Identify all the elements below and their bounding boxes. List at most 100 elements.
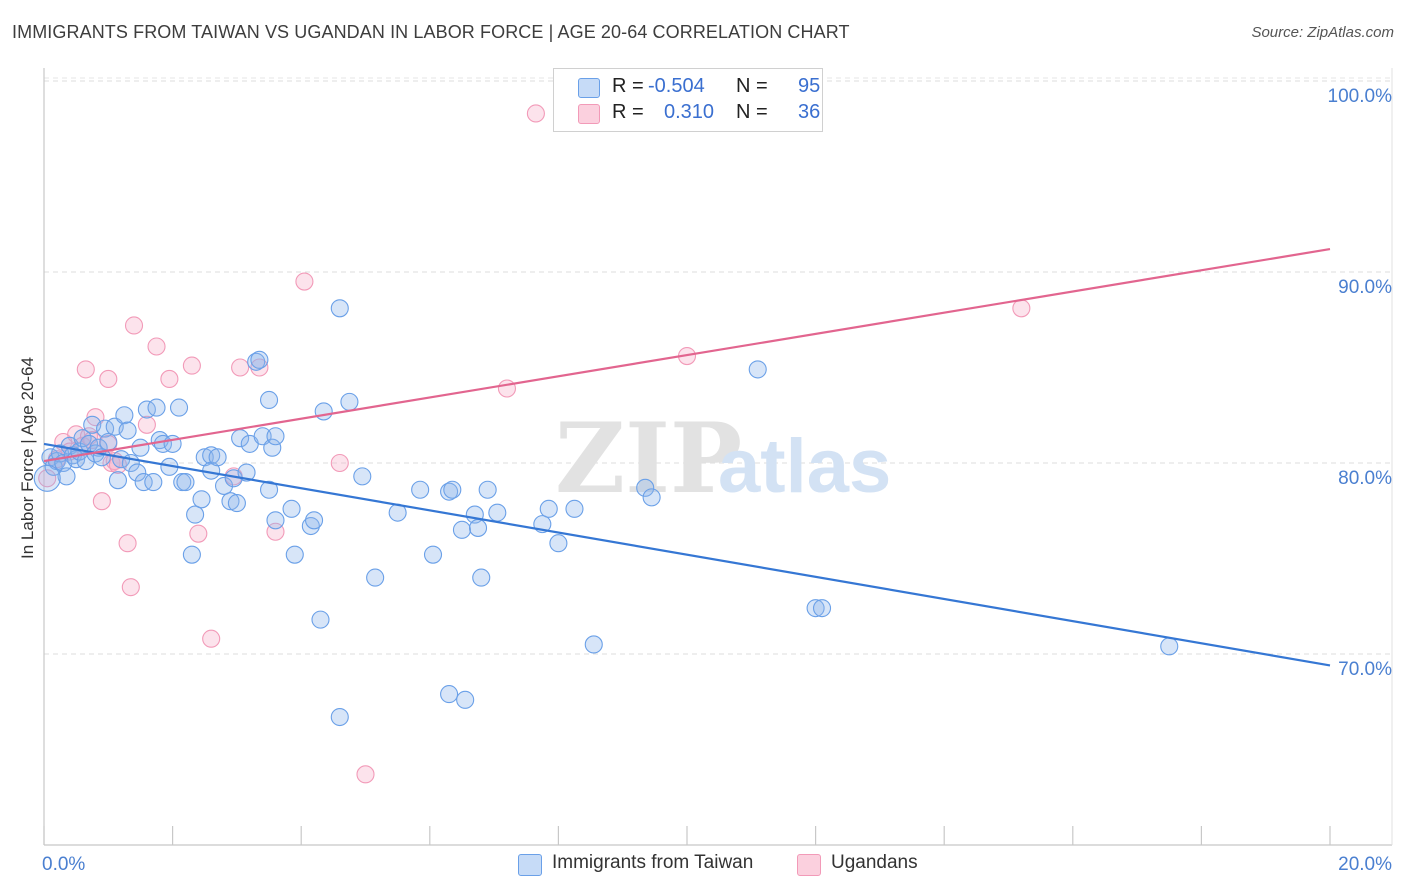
uganda-point	[92, 492, 111, 511]
taiwan-point	[642, 488, 661, 507]
taiwan-point	[57, 467, 76, 486]
taiwan-point	[147, 398, 166, 417]
legend-n-value-taiwan: 95	[798, 75, 821, 97]
taiwan-point	[131, 438, 150, 457]
taiwan-point	[285, 545, 304, 564]
trend-lines	[43, 247, 1331, 667]
taiwan-point	[443, 480, 462, 499]
uganda-point	[189, 524, 208, 543]
taiwan-point	[301, 516, 320, 536]
uganda-point	[38, 469, 57, 488]
taiwan-point	[539, 499, 558, 518]
taiwan-point	[353, 467, 372, 486]
taiwan-point	[311, 610, 330, 629]
taiwan-point	[812, 599, 832, 618]
taiwan-point	[366, 568, 385, 587]
taiwan-point	[259, 390, 279, 410]
taiwan-point	[33, 464, 61, 492]
taiwan-point	[305, 511, 324, 530]
taiwan-point	[472, 568, 491, 587]
y-tick-label: 100.0%	[1328, 86, 1393, 107]
taiwan-trend-line	[43, 442, 1331, 667]
taiwan-point	[221, 492, 240, 511]
legend-n-label: N =	[736, 101, 768, 123]
uganda-point	[202, 629, 221, 648]
taiwan-point	[565, 499, 584, 518]
taiwan-point	[456, 690, 475, 709]
taiwan-point	[169, 398, 189, 417]
uganda-point	[137, 415, 156, 434]
uganda-point	[497, 379, 517, 398]
uganda-point	[118, 534, 137, 553]
taiwan-point	[806, 599, 825, 618]
watermark-atlas: atlas	[718, 424, 891, 509]
taiwan-point	[549, 534, 568, 553]
uganda-swatch	[578, 104, 600, 124]
y-tick-label: 90.0%	[1338, 277, 1392, 298]
uganda-point	[330, 453, 349, 473]
taiwan-point	[314, 402, 333, 421]
taiwan-point	[186, 505, 205, 524]
uganda-trend-line	[43, 247, 1331, 463]
taiwan-point	[176, 473, 195, 492]
taiwan-point	[468, 518, 488, 537]
taiwan-point	[118, 421, 137, 440]
legend-r-label: R =	[612, 101, 644, 123]
taiwan-swatch	[578, 78, 600, 98]
uganda-point	[295, 272, 314, 291]
x-tick-label: 0.0%	[42, 854, 85, 875]
taiwan-point	[128, 463, 147, 482]
y-tick-labels: 70.0% 80.0% 90.0% 100.0%	[1328, 86, 1393, 680]
ugandans-points	[38, 104, 1031, 784]
taiwan-point	[115, 406, 134, 425]
uganda-point	[231, 358, 250, 377]
taiwan-point	[134, 473, 153, 492]
taiwan-point	[99, 432, 118, 452]
x-tick-label: 20.0%	[1338, 854, 1392, 875]
taiwan-point	[237, 463, 256, 482]
taiwan-point	[423, 545, 443, 564]
taiwan-point	[259, 480, 279, 499]
uganda-point	[356, 765, 375, 784]
taiwan-point	[144, 473, 163, 492]
taiwan-point	[266, 511, 285, 530]
taiwan-point	[263, 438, 282, 457]
y-tick-label: 70.0%	[1338, 659, 1392, 680]
uganda-swatch	[797, 854, 821, 876]
legend-label-uganda: Ugandans	[831, 852, 918, 873]
taiwan-point	[1160, 637, 1179, 656]
uganda-point	[147, 337, 166, 356]
source-label: Source: ZipAtlas.com	[1251, 24, 1394, 41]
legend-label-taiwan: Immigrants from Taiwan	[552, 852, 754, 873]
taiwan-point	[182, 545, 201, 564]
taiwan-point	[478, 480, 497, 499]
taiwan-point	[227, 494, 246, 513]
taiwan-point	[214, 476, 234, 495]
taiwan-point	[266, 427, 285, 446]
taiwan-point	[282, 499, 301, 518]
y-tick-label: 80.0%	[1338, 468, 1392, 489]
taiwan-point	[202, 446, 221, 465]
uganda-point	[182, 356, 201, 375]
uganda-point	[160, 369, 179, 389]
taiwan-point	[247, 352, 266, 371]
legend-r-label: R =	[612, 75, 644, 97]
correlation-legend: R = -0.504 N = 95 R = 0.310 N = 36	[553, 68, 823, 132]
taiwan-point	[330, 707, 349, 727]
uganda-point	[124, 316, 144, 335]
taiwan-point	[340, 392, 359, 411]
taiwan-point	[488, 503, 507, 522]
uganda-point	[99, 369, 118, 389]
taiwan-swatch	[518, 854, 542, 876]
uganda-point	[1012, 299, 1031, 318]
taiwan-point	[440, 685, 459, 704]
chart-title: IMMIGRANTS FROM TAIWAN VS UGANDAN IN LAB…	[12, 22, 850, 42]
taiwan-point	[440, 482, 459, 501]
taiwan-point	[330, 299, 349, 318]
taiwan-point	[411, 480, 430, 499]
uganda-point	[526, 104, 545, 123]
legend-n-label: N =	[736, 75, 768, 97]
legend-n-value-uganda: 36	[798, 101, 821, 123]
x-tick-labels: 0.0% 20.0%	[42, 854, 1392, 875]
